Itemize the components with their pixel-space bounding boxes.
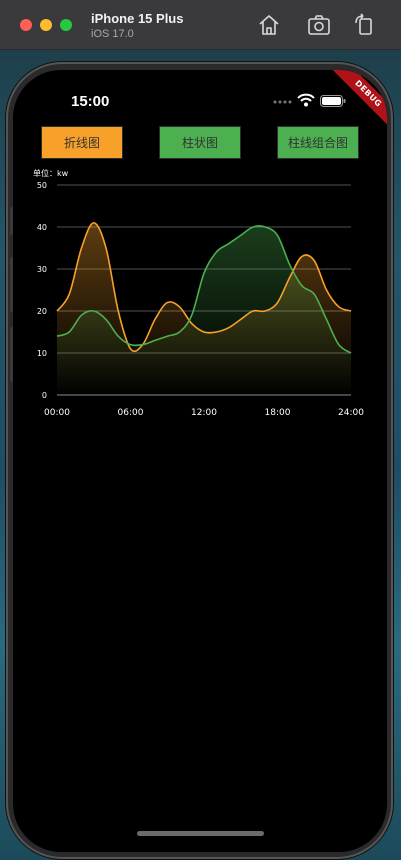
home-indicator[interactable] [137, 831, 264, 836]
phone-screen: 15:00 DEBUG 折线图 柱状图 柱线组合图 单位：kw [13, 70, 387, 852]
x-tick-label: 18:00 [265, 408, 291, 418]
close-window-button[interactable] [20, 19, 32, 31]
combo-chart-button[interactable]: 柱线组合图 [277, 126, 359, 159]
y-tick-label: 0 [42, 391, 47, 400]
volume-down-button [10, 327, 14, 382]
device-name: iPhone 15 Plus [91, 11, 184, 26]
status-time: 15:00 [71, 93, 110, 110]
battery-icon [320, 95, 346, 107]
x-tick-label: 06:00 [118, 408, 144, 418]
mute-switch [10, 207, 14, 235]
orange-series-line [56, 221, 352, 353]
x-tick-label: 24:00 [338, 408, 364, 418]
home-icon[interactable] [257, 13, 281, 37]
green-series-line [56, 225, 352, 354]
x-tick-label: 00:00 [44, 408, 70, 418]
y-tick-label: 20 [37, 307, 47, 316]
y-tick-label: 30 [37, 265, 47, 274]
area-chart: 0 10 20 30 40 50 00:00 06:00 12:00 18:00 24:00 [37, 181, 364, 418]
volume-up-button [10, 257, 14, 312]
y-tick-label: 40 [37, 223, 47, 232]
y-tick-label: 50 [37, 181, 47, 190]
line-chart-button[interactable]: 折线图 [41, 126, 123, 159]
wifi-icon [297, 93, 315, 107]
bar-chart-button[interactable]: 柱状图 [159, 126, 241, 159]
signal-icon [273, 100, 292, 104]
green-series-area [57, 225, 351, 395]
os-version: iOS 17.0 [91, 28, 134, 40]
x-tick-label: 12:00 [191, 408, 217, 418]
minimize-window-button[interactable] [40, 19, 52, 31]
rotate-icon[interactable] [352, 13, 376, 37]
screenshot-icon[interactable] [307, 13, 331, 37]
unit-label: 单位：kw [33, 169, 69, 178]
zoom-window-button[interactable] [60, 19, 72, 31]
simulator-toolbar: iPhone 15 Plus iOS 17.0 [0, 0, 401, 50]
dynamic-island [139, 81, 263, 117]
y-tick-label: 10 [37, 349, 47, 358]
